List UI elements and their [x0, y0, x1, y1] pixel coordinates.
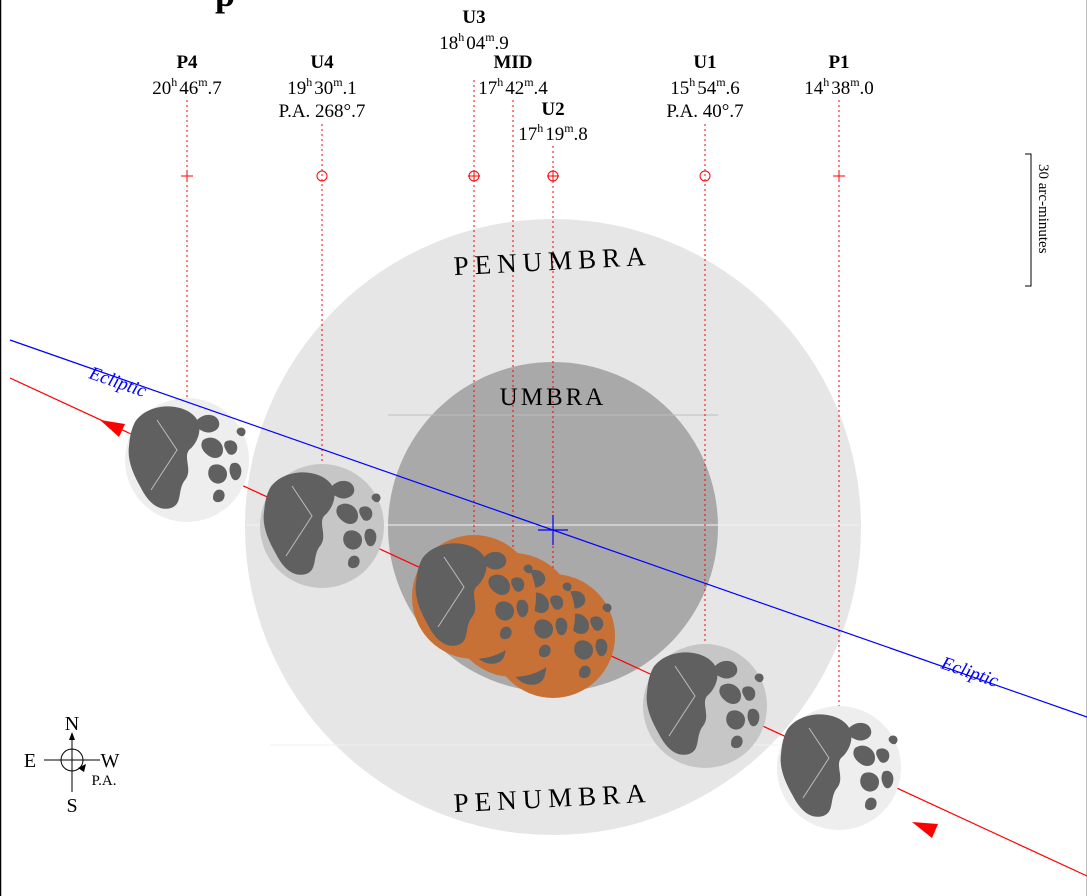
compass-west: W — [101, 750, 120, 772]
contact-name-p1: P1 — [828, 52, 849, 73]
marker-p1 — [833, 170, 845, 182]
contact-time-mid: 17h 42m.4 — [478, 75, 548, 99]
shadow-center-cross — [538, 515, 568, 545]
ecliptic-label-right: Ecliptic — [937, 653, 1001, 693]
contact-time-u4: 19h 30m.1 — [287, 75, 357, 99]
contact-time-p1: 14h 38m.0 — [804, 75, 874, 99]
marker-p4 — [181, 170, 193, 182]
moon-p4 — [125, 398, 249, 522]
marker-u3 — [468, 170, 480, 182]
moon-u4 — [260, 464, 384, 588]
scale-bar-label: 30 arc-minutes — [1035, 164, 1051, 254]
marker-u4 — [316, 170, 328, 182]
contact-name-u3: U3 — [462, 7, 485, 28]
contact-markers — [181, 170, 845, 182]
compass-pa: P.A. — [91, 773, 116, 789]
title-fragment: p — [215, 0, 235, 14]
contact-name-u1: U1 — [693, 52, 716, 73]
contact-name-u2: U2 — [541, 99, 564, 120]
compass-east: E — [24, 750, 36, 772]
contact-pa-u4: P.A. 268°.7 — [279, 101, 366, 122]
marker-u2 — [547, 170, 559, 182]
scale-bar: 30 arc-minutes — [1025, 153, 1051, 287]
compass-rose: N S E W P.A. — [24, 713, 120, 817]
compass-north: N — [65, 713, 79, 735]
compass-south: S — [66, 795, 77, 817]
contact-lines — [186, 80, 840, 710]
moon-u1 — [643, 644, 767, 768]
moon-u3 — [412, 535, 536, 659]
contact-time-u1: 15h 54m.6 — [670, 75, 740, 99]
moon-path-arrow-right — [912, 822, 938, 838]
label-u1: U1 15h 54m.6 P.A. 40°.7 — [666, 52, 743, 122]
contact-time-p4: 20h 46m.7 — [152, 75, 222, 99]
label-mid: MID 17h 42m.4 — [478, 52, 548, 99]
label-u3: U3 18h 04m.9 — [439, 7, 509, 54]
label-p4: P4 20h 46m.7 — [152, 52, 222, 99]
contact-time-u2: 17h 19m.8 — [518, 121, 588, 145]
scale-bar-bracket — [1025, 153, 1032, 287]
marker-u1 — [699, 170, 711, 182]
contact-name-p4: P4 — [176, 52, 198, 73]
ecliptic-label-left: Ecliptic — [85, 363, 149, 403]
ecliptic-line — [9, 339, 1087, 718]
contact-pa-u1: P.A. 40°.7 — [666, 101, 743, 122]
label-u4: U4 19h 30m.1 P.A. 268°.7 — [279, 52, 366, 122]
contact-name-u4: U4 — [310, 52, 334, 73]
label-u2: U2 17h 19m.8 — [518, 99, 588, 145]
pa-arrow — [78, 764, 86, 772]
contact-name-mid: MID — [493, 52, 532, 73]
moon-p1 — [777, 706, 901, 830]
compass-circle — [60, 748, 84, 772]
contact-time-u3: 18h 04m.9 — [439, 30, 509, 54]
compass-north-arrow — [69, 732, 75, 740]
moon-path-arrow-left — [100, 420, 125, 437]
umbra-label: UMBRA — [500, 384, 607, 411]
label-p1: P1 14h 38m.0 — [804, 52, 874, 99]
